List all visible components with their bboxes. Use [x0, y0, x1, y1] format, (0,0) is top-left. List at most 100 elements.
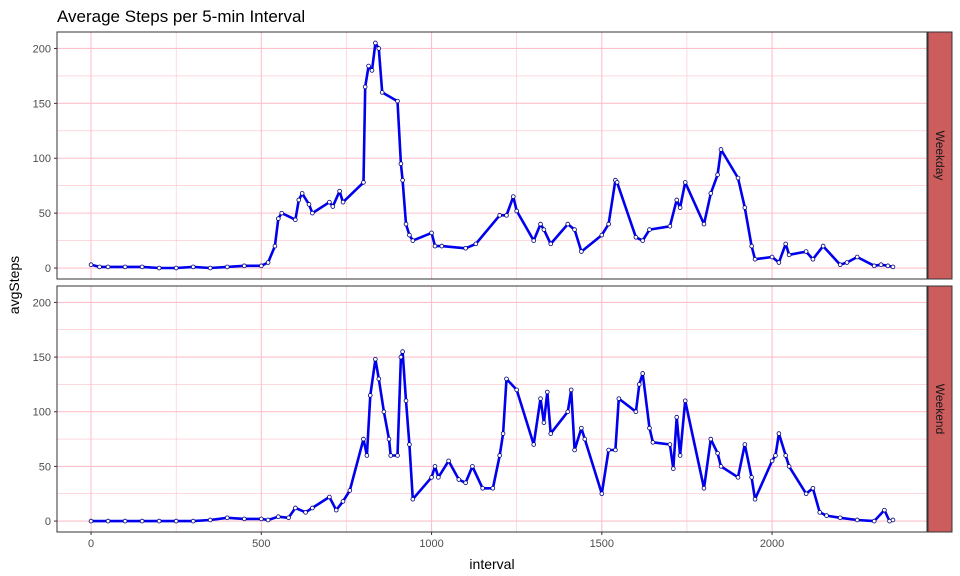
data-point — [671, 466, 676, 471]
data-point — [299, 191, 305, 196]
data-point — [395, 98, 400, 104]
data-point — [463, 480, 468, 486]
data-point — [735, 175, 741, 181]
data-point — [340, 199, 346, 205]
data-point — [541, 227, 547, 232]
data-point — [259, 516, 264, 522]
data-point — [752, 256, 758, 262]
data-point — [327, 494, 332, 500]
data-point — [667, 442, 673, 447]
data-point — [701, 485, 707, 491]
data-point — [667, 224, 673, 229]
data-point — [337, 188, 342, 194]
data-point — [429, 230, 434, 236]
y-axis-title: avgSteps — [6, 256, 22, 314]
data-point — [599, 491, 605, 497]
data-point — [386, 436, 392, 442]
facet-label-weekday: Weekday — [933, 131, 947, 181]
data-point — [572, 227, 577, 232]
data-point — [606, 447, 611, 453]
data-point — [347, 488, 353, 493]
y-tick-label: 200 — [33, 43, 51, 55]
data-point — [276, 514, 281, 519]
data-point — [582, 436, 588, 442]
data-point — [190, 264, 196, 270]
data-point — [531, 238, 537, 243]
data-point — [682, 180, 688, 185]
data-point — [379, 90, 385, 95]
data-point — [407, 232, 412, 238]
data-point — [647, 425, 652, 431]
data-point — [786, 252, 792, 258]
data-point — [456, 477, 462, 482]
data-point — [616, 396, 622, 401]
data-point — [369, 68, 375, 73]
data-point — [599, 232, 605, 238]
data-point — [265, 517, 271, 523]
data-point — [742, 205, 748, 210]
data-point — [306, 202, 312, 207]
data-point — [776, 260, 782, 265]
data-point — [647, 227, 652, 232]
data-point — [156, 518, 162, 524]
data-point — [436, 475, 441, 480]
data-point — [735, 475, 741, 480]
data-point — [890, 517, 896, 523]
data-point — [122, 264, 128, 270]
data-point — [361, 180, 366, 185]
data-point — [514, 208, 519, 214]
data-point — [333, 507, 339, 513]
data-point — [122, 518, 128, 524]
data-point — [340, 499, 346, 504]
data-point — [674, 414, 680, 420]
y-tick-label: 0 — [45, 516, 51, 528]
data-point — [890, 264, 896, 270]
data-point — [708, 436, 714, 442]
data-point — [463, 245, 468, 251]
data-point — [640, 371, 645, 376]
data-point — [878, 262, 884, 268]
data-point — [279, 210, 285, 216]
data-point — [882, 507, 887, 513]
data-point — [241, 516, 247, 522]
data-point — [310, 505, 315, 511]
data-point — [538, 396, 543, 401]
data-point — [514, 387, 519, 393]
x-tick-label: 0 — [88, 538, 94, 550]
y-tick-label: 100 — [33, 407, 51, 419]
data-point — [541, 420, 547, 425]
data-point — [139, 264, 145, 270]
data-point — [265, 260, 271, 265]
data-point — [548, 431, 554, 436]
data-point — [749, 243, 754, 249]
data-point — [504, 213, 509, 218]
data-point — [88, 518, 94, 524]
data-point — [636, 382, 642, 387]
data-point — [470, 464, 475, 469]
panel-background — [57, 32, 927, 279]
x-tick-label: 1500 — [590, 538, 614, 550]
data-point — [207, 517, 213, 523]
data-point — [715, 172, 720, 178]
data-point — [190, 518, 196, 524]
data-point — [579, 425, 584, 431]
facet-label-weekend: Weekend — [933, 384, 947, 434]
data-point — [410, 496, 416, 502]
data-point — [400, 177, 405, 183]
data-point — [677, 453, 683, 458]
data-point — [504, 376, 509, 382]
facet-strip — [927, 31, 953, 280]
data-point — [327, 199, 332, 205]
data-point — [139, 518, 145, 524]
data-point — [568, 387, 574, 393]
data-point — [572, 447, 577, 453]
data-point — [682, 398, 688, 404]
panel-weekend: 0 50 100 150 200 Weekend — [33, 285, 953, 533]
data-point — [548, 241, 554, 247]
y-tick-label: 0 — [45, 263, 51, 275]
data-point — [708, 191, 714, 196]
data-point — [752, 496, 758, 502]
data-point — [403, 221, 409, 227]
data-point — [410, 238, 416, 243]
